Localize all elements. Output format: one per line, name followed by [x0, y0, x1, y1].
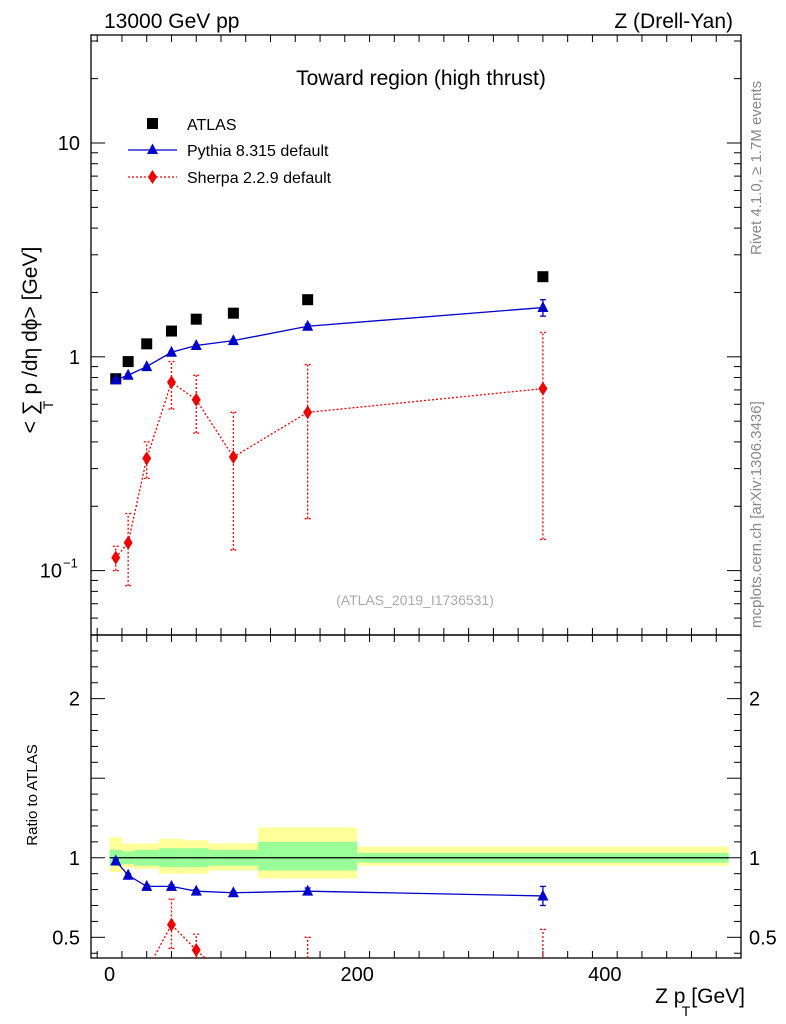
atlas-point	[190, 313, 202, 325]
main-ylabel-text: < ∑ p /dη dϕ> [GeV]	[19, 247, 42, 434]
legend-pythia-label: Pythia 8.315 default	[187, 143, 329, 160]
mcplots-label: mcplots.cern.ch [arXiv:1306.3436]	[748, 401, 765, 628]
pythia-line	[115, 306, 543, 381]
ratio-y-tick-label-right: 2	[749, 689, 760, 711]
main-ylabel-sub: T	[40, 400, 56, 409]
xlabel-text: Z p [GeV]	[655, 985, 745, 1008]
pythia-line-group	[112, 299, 546, 382]
xlabel-sub: T	[682, 1003, 691, 1019]
x-tick-label: 0	[104, 964, 115, 986]
ratio-plot-area: 0 200 400 0.5 0.5 1 1 2 2	[52, 634, 777, 986]
xlabel: Z p [GeV] T	[655, 985, 745, 1019]
main-plot-marks	[110, 271, 549, 587]
pythia-point	[227, 886, 239, 898]
ratio-plot-marks	[110, 854, 549, 958]
pythia-point	[190, 884, 202, 896]
sherpa-point	[303, 405, 313, 420]
rivet-label: Rivet 4.1.0, ≥ 1.7M events	[748, 81, 765, 255]
x-tick-label: 400	[588, 964, 621, 986]
legend-sherpa-label: Sherpa 2.2.9 default	[187, 170, 332, 187]
pythia-point	[122, 368, 134, 380]
ratio-y-tick-label: 1	[69, 848, 80, 870]
atlas-point	[227, 307, 239, 319]
sherpa-point	[191, 392, 201, 407]
pythia-point	[141, 360, 153, 372]
main-ylabel: < ∑ p /dη dϕ> [GeV] T	[19, 247, 56, 434]
pythia-point	[190, 338, 202, 350]
pythia-point	[122, 868, 134, 880]
header-right: Z (Drell-Yan)	[614, 10, 733, 33]
pythia-point	[141, 879, 153, 891]
sherpa-point	[166, 375, 176, 390]
pythia-point	[227, 334, 239, 346]
legend-sherpa-marker	[148, 170, 157, 184]
pythia-point	[302, 319, 314, 331]
pythia-point	[537, 889, 549, 901]
sherpa-point	[111, 550, 121, 565]
sherpa-line	[115, 381, 543, 559]
sherpa-point	[191, 943, 201, 958]
atlas-point	[141, 338, 153, 350]
sherpa-point	[538, 381, 548, 396]
pythia-point	[110, 854, 122, 866]
y-tick-label: 1	[69, 347, 80, 369]
sherpa-point	[166, 917, 176, 932]
pythia-point	[110, 373, 122, 385]
legend-atlas-marker	[147, 118, 158, 129]
legend: ATLAS Pythia 8.315 default Sherpa 2.2.9 …	[128, 117, 332, 187]
atlas-point	[122, 356, 134, 368]
y-tick-label: 10	[40, 561, 62, 583]
atlas-point	[165, 325, 177, 337]
sherpa-point	[123, 535, 133, 550]
sherpa-line	[152, 923, 207, 958]
ratio-ylabel: Ratio to ATLAS	[24, 744, 41, 845]
ratio-y-tick-label-right: 0.5	[749, 927, 777, 949]
atlas-point	[537, 271, 549, 283]
watermark: (ATLAS_2019_I1736531)	[336, 592, 494, 608]
legend-atlas-label: ATLAS	[187, 117, 237, 134]
ratio-y-tick-label-right: 1	[749, 848, 760, 870]
ratio-y-tick-label: 2	[69, 689, 80, 711]
atlas-point	[302, 294, 314, 306]
pythia-point	[165, 879, 177, 891]
inner-band-bin	[258, 841, 358, 871]
legend-pythia-marker	[147, 143, 158, 154]
y-tick-label: 10	[58, 133, 80, 155]
pythia-point	[302, 884, 314, 896]
pythia-point	[537, 301, 549, 313]
ratio-y-tick-label: 0.5	[52, 927, 80, 949]
sherpa-point	[142, 451, 152, 466]
pythia-point	[165, 345, 177, 357]
sherpa-line-group	[112, 331, 546, 587]
main-title: Toward region (high thrust)	[296, 67, 546, 90]
header-left: 13000 GeV pp	[104, 10, 239, 33]
sherpa-point	[228, 449, 238, 464]
y-tick-label-exponent: −1	[63, 556, 78, 571]
ratio-frame	[90, 634, 742, 959]
x-tick-label: 200	[341, 964, 374, 986]
sherpa-line-group	[152, 898, 546, 958]
